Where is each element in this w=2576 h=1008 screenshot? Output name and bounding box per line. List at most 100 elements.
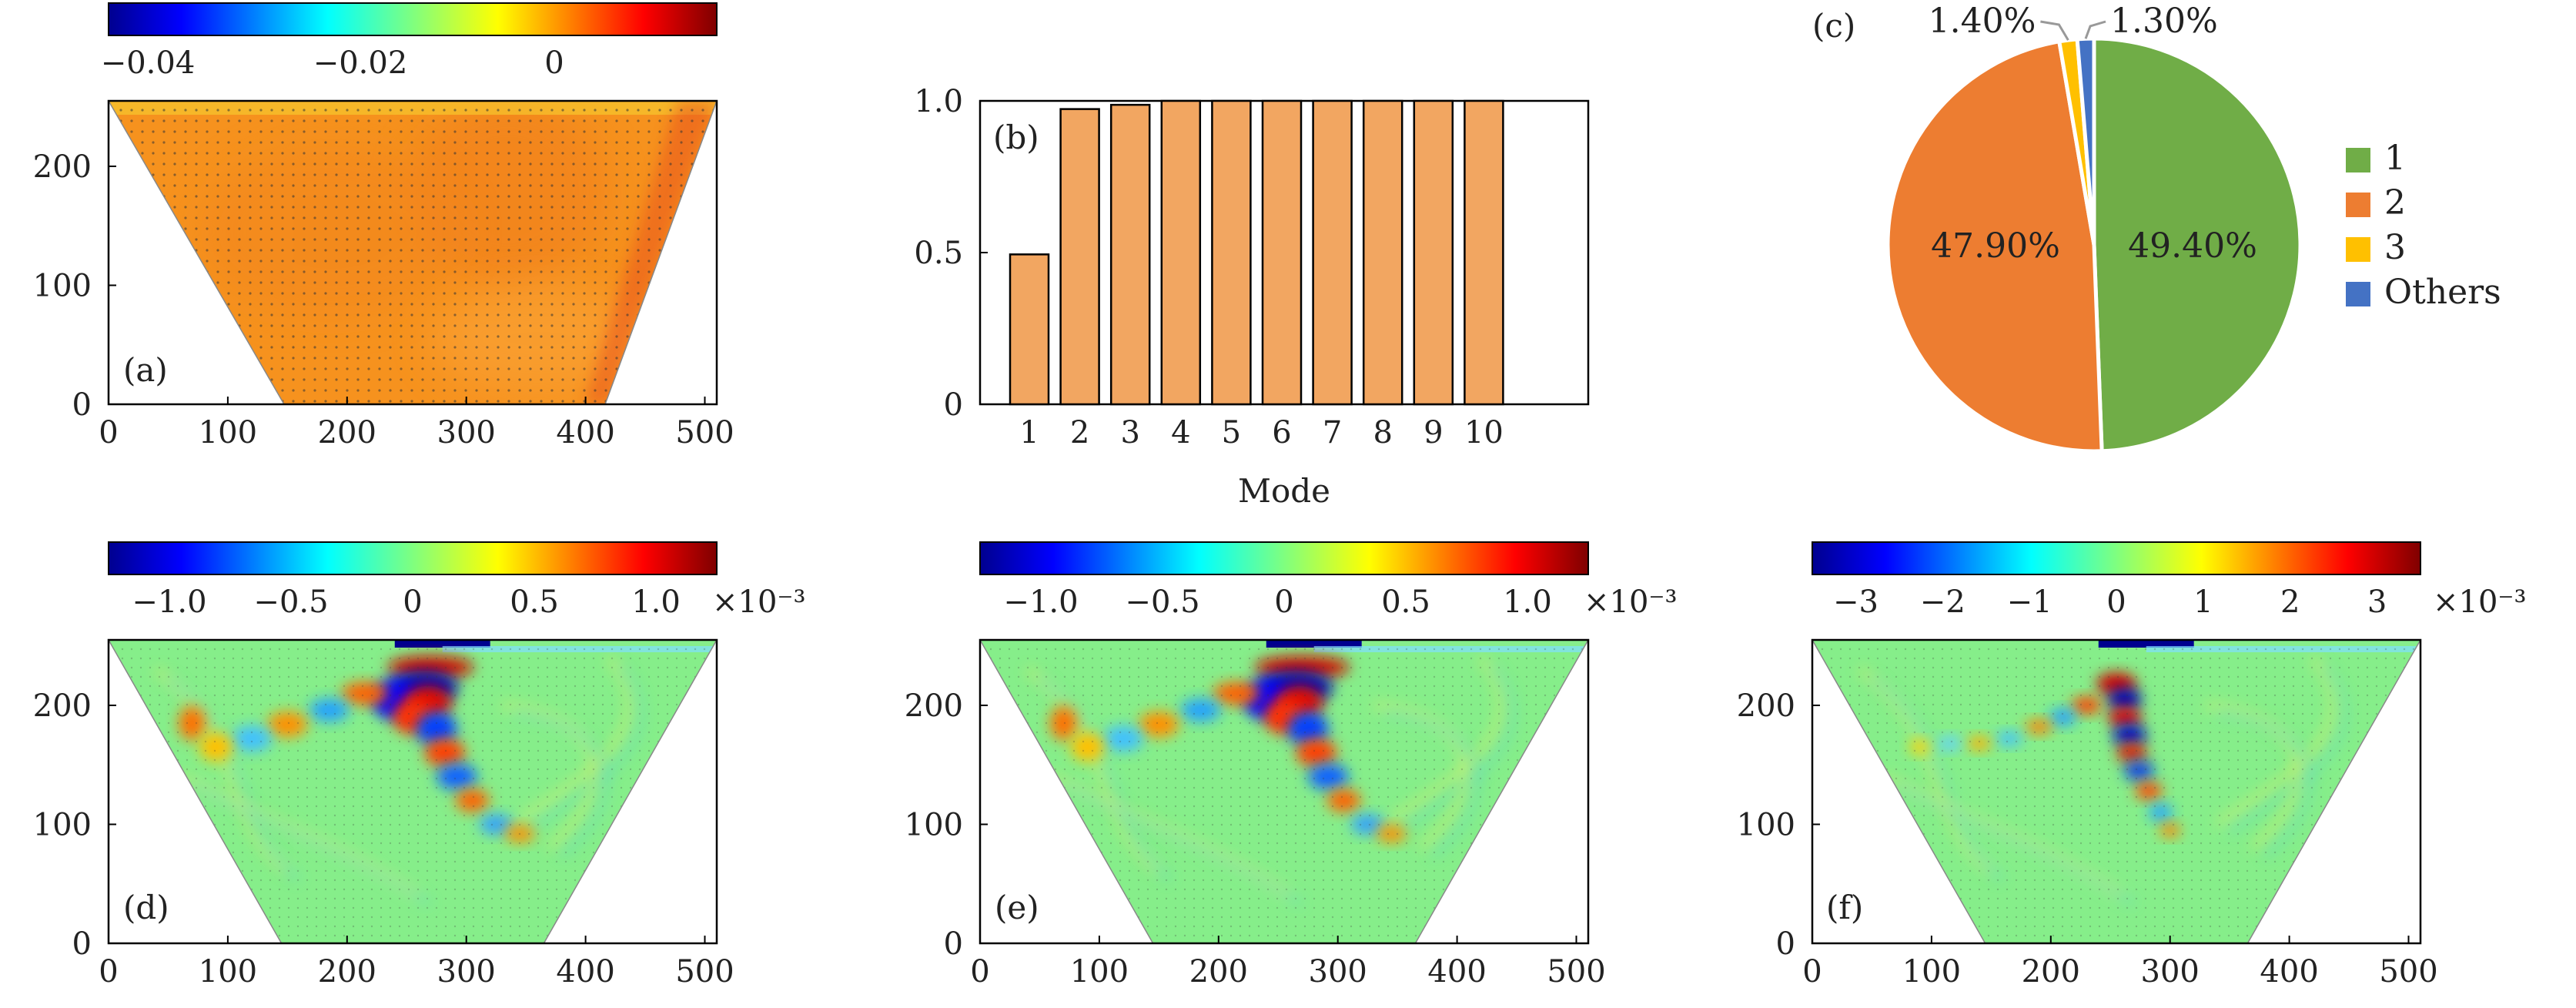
bar-category-label: 10 (1464, 415, 1504, 450)
leader-line (2084, 20, 2106, 39)
axes-a: 0 100 200 300 400 500 0 100 200 (33, 149, 734, 450)
field-e (979, 639, 1590, 944)
colorbar-tick: −2 (1920, 584, 1965, 620)
colorbar-tick: 0.5 (1381, 584, 1430, 620)
colorbar-a-tick: −0.04 (101, 45, 196, 81)
colorbar-tick: −1.0 (132, 584, 206, 620)
colorbar-tick: 0.5 (510, 584, 559, 620)
axes-d: 0 100 200 300 400 500 0 100 200 (33, 688, 734, 990)
bar (1261, 99, 1303, 406)
legend-label: Others (2384, 273, 2501, 312)
axes-f-y-tick-label: 100 (1737, 807, 1795, 842)
colorbar-tick: −0.5 (1125, 584, 1199, 620)
axes-d-y-tick-label: 200 (33, 688, 92, 724)
axes-d-y-tick-label: 100 (33, 807, 92, 842)
panel-a: −0.04 −0.02 0 (a) 0 100 200 300 400 500 0 100 20… (33, 2, 734, 450)
panel-label-d: (d) (123, 889, 169, 926)
axes-a-x-tick-label: 100 (199, 415, 257, 450)
panel-d: −1.0 −0.5 0 0.5 1.0 ×10⁻³ (d) 0 100 200 300 400 5… (33, 541, 806, 990)
axes-f-y-tick-label: 200 (1737, 688, 1795, 724)
colorbar-tick: 1 (2193, 584, 2213, 620)
axes-a-y-tick-label: 200 (33, 149, 92, 185)
bar (1312, 99, 1353, 406)
pie-value-label: 49.40% (2128, 226, 2257, 266)
pie-slice-1 (2092, 36, 2303, 454)
colorbar-f (1812, 541, 2421, 575)
colorbar-e-ticks: −1.0 −0.5 0 0.5 1.0 (1003, 584, 1551, 620)
pie-value-label: 1.30% (2110, 2, 2218, 41)
bar (1059, 108, 1100, 406)
axes-f-x-tick-label: 400 (2260, 954, 2318, 990)
pie-value-label: 47.90% (1931, 226, 2060, 266)
panel-label-e: (e) (995, 889, 1039, 926)
leader-line (2040, 20, 2069, 41)
legend-label: 1 (2384, 139, 2406, 178)
axes-e-x-tick-label: 400 (1427, 954, 1486, 990)
bar (1160, 99, 1202, 406)
bar (1362, 99, 1403, 406)
pie-slice-2 (1885, 39, 2104, 454)
pie-slice-others (2075, 36, 2096, 246)
bar-category-label: 6 (1272, 415, 1291, 450)
colorbar-tick: −3 (1833, 584, 1878, 620)
legend-label: 3 (2384, 228, 2406, 267)
axes-e-x-tick-label: 300 (1309, 954, 1367, 990)
axes-a-x-tick-label: 500 (675, 415, 734, 450)
legend-swatch (2346, 148, 2370, 172)
y-tick-label-b: 1.0 (914, 84, 963, 119)
axes-f-x-tick-label: 300 (2141, 954, 2200, 990)
colorbar-d-multiplier: ×10⁻³ (712, 584, 806, 620)
colorbar-f-multiplier: ×10⁻³ (2433, 584, 2527, 620)
colorbar-tick: 0 (2106, 584, 2126, 620)
field-f (1811, 639, 2422, 944)
axes-e-x-tick-label: 100 (1070, 954, 1129, 990)
panel-label-c: (c) (1812, 7, 1855, 45)
legend-label: 2 (2384, 183, 2406, 223)
axes-f-x-tick-label: 200 (2022, 954, 2080, 990)
colorbar-tick: 2 (2280, 584, 2300, 620)
y-tick-label-b: 0.5 (914, 236, 963, 271)
bar (1211, 99, 1252, 406)
colorbar-tick: −1.0 (1003, 584, 1078, 620)
colorbar-d-ticks: −1.0 −0.5 0 0.5 1.0 (132, 584, 680, 620)
bar (1413, 99, 1454, 406)
axes-f: 0 100 200 300 400 500 0 100 200 (1737, 688, 2438, 990)
bar-category-label: 3 (1120, 415, 1139, 450)
colorbar-tick: −0.5 (253, 584, 328, 620)
axes-d-x-tick-label: 200 (318, 954, 376, 990)
y-tick-label-b: 0 (944, 387, 963, 423)
axes-a-x-tick-label: 400 (556, 415, 614, 450)
bar-category-label: 1 (1019, 415, 1039, 450)
field-a (107, 100, 718, 405)
axes-f-x-tick-label: 100 (1902, 954, 1961, 990)
pie-value-label: 1.40% (1929, 2, 2036, 41)
bar-category-label: 9 (1423, 415, 1443, 450)
panel-e: −1.0 −0.5 0 0.5 1.0 ×10⁻³ (e) 0 100 200 300 400 5… (905, 541, 1678, 990)
colorbar-a-tick: −0.02 (313, 45, 408, 81)
bar-category-label: 8 (1373, 415, 1392, 450)
axes-d-x-tick-label: 400 (556, 954, 614, 990)
axes-d-x-tick-label: 300 (437, 954, 496, 990)
axes-e-y-tick-label: 0 (944, 926, 963, 962)
colorbar-e (979, 541, 1589, 575)
legend-swatch (2346, 237, 2370, 262)
bar (1109, 103, 1151, 406)
colorbar-a-tick: 0 (544, 45, 564, 81)
bar (1464, 99, 1504, 406)
colorbar-e-multiplier: ×10⁻³ (1584, 584, 1678, 620)
legend-swatch (2346, 282, 2370, 306)
colorbar-a (108, 2, 718, 36)
axes-e-y-tick-label: 100 (905, 807, 963, 842)
colorbar-tick: 1.0 (631, 584, 681, 620)
x-axis-title-b: Mode (1238, 472, 1330, 510)
legend-swatch (2346, 193, 2370, 217)
pie-chart: 49.40% 47.90% 1.40% 1.30% (1885, 2, 2303, 454)
panel-label-f: (f) (1826, 889, 1863, 926)
colorbar-tick: 1.0 (1503, 584, 1552, 620)
axes-e-x-tick-label: 200 (1189, 954, 1248, 990)
axes-f-x-tick-label: 0 (1802, 954, 1822, 990)
axes-e-x-tick-label: 0 (970, 954, 989, 990)
axes-b: 1 2 3 4 5 6 7 8 9 10 0 0.5 1.0 (914, 84, 1503, 450)
axes-d-y-tick-label: 0 (72, 926, 92, 962)
